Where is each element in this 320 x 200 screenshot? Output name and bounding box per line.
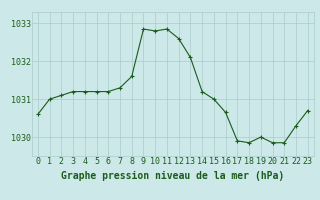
- X-axis label: Graphe pression niveau de la mer (hPa): Graphe pression niveau de la mer (hPa): [61, 171, 284, 181]
